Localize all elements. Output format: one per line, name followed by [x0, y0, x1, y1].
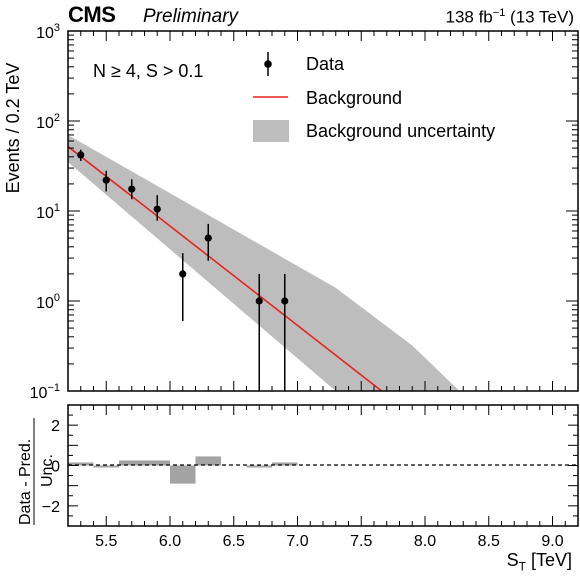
legend-uncertainty-swatch	[253, 120, 289, 142]
y-tick-label: 100	[36, 292, 60, 312]
ratio-ylabel-denominator: Unc.	[39, 454, 56, 487]
x-tick-label: 5.5	[95, 533, 117, 550]
uncertainty-band	[68, 134, 460, 391]
x-axis-unit: [TeV]	[530, 550, 572, 570]
data-point	[77, 151, 85, 159]
ratio-bars	[68, 456, 298, 484]
selection-label: N ≥ 4, S > 0.1	[93, 61, 204, 81]
data-point	[153, 205, 161, 213]
y-tick-label: 102	[36, 112, 60, 132]
legend-data-label: Data	[306, 54, 345, 74]
data-point	[128, 185, 136, 193]
x-tick-label: 6.5	[223, 533, 245, 550]
ratio-bar	[144, 460, 170, 466]
y-tick-label: 10−1	[30, 382, 60, 402]
x-tick-label: 6.0	[159, 533, 181, 550]
main-y-axis-label: Events / 0.2 TeV	[3, 62, 23, 194]
background-line	[68, 145, 383, 391]
legend	[253, 52, 289, 142]
main-x-ticks	[67, 31, 579, 391]
lumi-energy: (13 TeV)	[510, 7, 574, 27]
luminosity-label: 138 fb−1 (13 TeV)	[446, 8, 575, 26]
x-tick-label: 7.5	[350, 533, 372, 550]
ratio-plot: 5.5 6.0 6.5 7.0 7.5 8.0 8.5 9.0 −2 0 2	[42, 404, 579, 550]
data-points-layer	[77, 149, 289, 391]
x-axis-symbol: S	[506, 550, 519, 570]
experiment-label: CMS	[68, 2, 116, 27]
data-point	[255, 297, 263, 305]
ratio-y-tick-label: 2	[51, 418, 60, 435]
data-point	[102, 176, 110, 184]
x-tick-label: 7.0	[286, 533, 308, 550]
ratio-x-ticks: 5.5 6.0 6.5 7.0 7.5 8.0 8.5 9.0	[67, 405, 579, 550]
legend-background-label: Background	[306, 88, 403, 108]
legend-data-marker	[264, 60, 272, 68]
legend-uncertainty-label: Background uncertainty	[306, 121, 496, 141]
ratio-bar	[68, 462, 94, 466]
background-line-layer	[68, 145, 383, 391]
lumi-exponent: −1	[492, 7, 506, 19]
status-label: Preliminary	[143, 6, 239, 27]
x-axis-label: ST [TeV]	[507, 551, 572, 573]
data-point	[281, 297, 289, 305]
ratio-bar	[195, 456, 221, 466]
ratio-bar	[272, 462, 298, 466]
x-axis-subscript: T	[518, 559, 526, 574]
ratio-bar	[170, 465, 196, 484]
ratio-y-axis-label: Data - Pred. Unc.	[17, 418, 56, 525]
x-tick-label: 9.0	[541, 533, 563, 550]
ratio-y-tick-label: −2	[42, 499, 60, 516]
ratio-bar	[119, 460, 145, 466]
x-tick-label: 8.5	[478, 533, 500, 550]
y-tick-label: 103	[36, 22, 60, 42]
main-y-ticks: 10−1 100 101 102 103	[30, 22, 578, 402]
main-plot: 10−1 100 101 102 103	[30, 22, 579, 402]
y-tick-label: 101	[36, 202, 60, 222]
x-tick-label: 8.0	[414, 533, 436, 550]
ratio-y-ticks: −2 0 2	[42, 404, 578, 527]
ratio-y-tick-label: 0	[51, 459, 60, 476]
uncertainty-band-layer	[68, 134, 460, 391]
ratio-bar	[246, 465, 272, 468]
data-point	[179, 270, 187, 278]
ratio-bar	[93, 465, 119, 468]
ratio-ylabel-numerator: Data - Pred.	[17, 439, 34, 525]
lumi-value: 138 fb	[445, 7, 493, 27]
data-point	[204, 234, 212, 242]
